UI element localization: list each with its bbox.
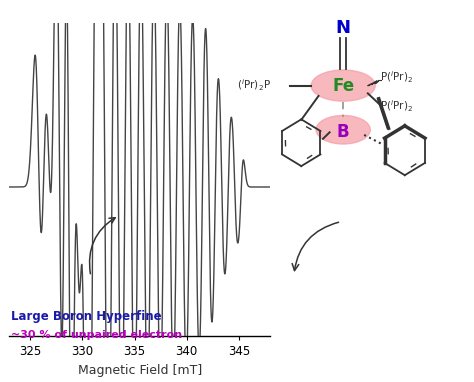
Ellipse shape (311, 70, 375, 101)
Text: B: B (337, 123, 349, 141)
X-axis label: Magnetic Field [mT]: Magnetic Field [mT] (78, 364, 202, 377)
Text: P($^i$Pr)$_2$: P($^i$Pr)$_2$ (380, 70, 413, 86)
Text: Fe: Fe (332, 76, 354, 95)
Text: P($^i$Pr)$_2$: P($^i$Pr)$_2$ (380, 99, 413, 114)
Text: Large Boron Hyperfine: Large Boron Hyperfine (10, 310, 161, 323)
Text: ~30 % of unpaired electron: ~30 % of unpaired electron (10, 330, 182, 340)
Ellipse shape (316, 115, 370, 144)
Text: ($^i$Pr)$_2$P: ($^i$Pr)$_2$P (237, 78, 271, 93)
Text: N: N (336, 19, 351, 37)
